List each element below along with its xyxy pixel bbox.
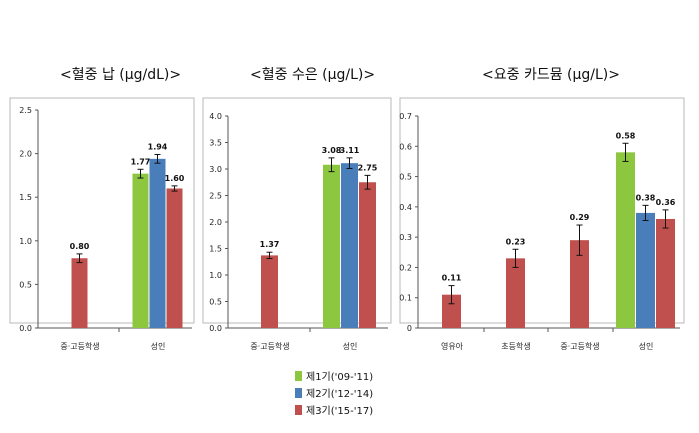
bar: [570, 240, 589, 328]
y-tick-label: 1.5: [209, 245, 222, 254]
y-tick-label: 0.7: [399, 112, 412, 121]
x-tick-label: 성인: [343, 341, 358, 351]
legend-label-3: 제3기('15-'17): [306, 406, 374, 417]
x-tick-label: 성인: [151, 341, 166, 351]
bar: [616, 152, 635, 328]
bar: [132, 173, 149, 328]
chart-frame-2: [399, 97, 685, 324]
y-tick-label: 3.0: [209, 165, 222, 174]
data-label: 0.23: [506, 237, 526, 246]
data-label: 0.58: [616, 131, 636, 140]
data-label: 1.60: [165, 174, 185, 183]
legend-item-1: 제1기('09-'11): [295, 368, 373, 383]
legend-label-2: 제2기('12-'14): [306, 389, 374, 400]
x-tick-label: 중·고등학생: [560, 341, 599, 351]
data-label: 3.11: [340, 146, 360, 155]
x-tick-label: 중·고등학생: [60, 341, 99, 351]
chart-frame-1: [202, 97, 392, 324]
y-tick-label: 1.0: [209, 271, 222, 280]
y-tick-label: 0.1: [399, 294, 412, 303]
data-label: 1.37: [260, 240, 280, 249]
y-tick-label: 0.4: [399, 203, 412, 212]
legend-item-2: 제2기('12-'14): [295, 385, 373, 400]
y-tick-label: 0: [407, 324, 412, 333]
legend-item-3: 제3기('15-'17): [295, 402, 373, 417]
bar: [442, 294, 461, 328]
y-tick-label: 1.0: [19, 237, 32, 246]
y-tick-label: 0.6: [399, 142, 412, 151]
y-tick-label: 0.0: [209, 324, 222, 333]
data-label: 2.75: [358, 163, 378, 172]
y-tick-label: 0.5: [19, 280, 32, 289]
bar: [506, 258, 525, 328]
y-tick-label: 0.0: [19, 324, 32, 333]
data-label: 0.36: [656, 198, 676, 207]
legend-swatch-2: [295, 387, 302, 398]
legend-swatch-1: [295, 370, 302, 381]
bar: [323, 164, 340, 328]
data-label: 1.94: [148, 142, 168, 151]
y-tick-label: 3.5: [209, 139, 222, 148]
legend-label-1: 제1기('09-'11): [306, 372, 374, 383]
bar: [71, 258, 88, 328]
x-tick-label: 영유아: [441, 341, 464, 351]
data-label: 0.29: [570, 213, 590, 222]
bar: [166, 188, 183, 328]
legend-swatch-3: [295, 404, 302, 415]
y-tick-label: 0.2: [399, 263, 412, 272]
bar: [636, 212, 655, 328]
y-tick-label: 2.5: [19, 106, 32, 115]
chart-title-cadmium: <요중 카드뮴 (μg/L)>: [482, 67, 620, 83]
data-label: 0.38: [636, 193, 656, 202]
bar: [341, 163, 358, 328]
x-tick-label: 중·고등학생: [250, 341, 289, 351]
chart-frame-0: [9, 97, 195, 324]
y-tick-label: 1.5: [19, 193, 32, 202]
y-tick-label: 4.0: [209, 112, 222, 121]
y-tick-label: 2.0: [19, 150, 32, 159]
y-tick-label: 0.3: [399, 233, 412, 242]
y-tick-label: 0.5: [399, 173, 412, 182]
y-tick-label: 2.5: [209, 192, 222, 201]
x-tick-label: 초등학생: [501, 341, 530, 351]
bar: [261, 255, 278, 328]
chart-title-lead: <혈중 납 (μg/dL)>: [60, 67, 182, 83]
bar: [656, 218, 675, 328]
bar: [359, 182, 376, 328]
bar: [149, 158, 166, 328]
data-label: 0.80: [70, 242, 90, 251]
x-tick-label: 성인: [639, 341, 654, 351]
y-tick-label: 2.0: [209, 218, 222, 227]
data-label: 0.11: [442, 274, 462, 283]
chart-title-mercury: <혈중 수은 (μg/L)>: [250, 67, 376, 83]
data-label: 1.77: [131, 157, 151, 166]
data-label: 3.08: [322, 146, 342, 155]
y-tick-label: 0.5: [209, 298, 222, 307]
